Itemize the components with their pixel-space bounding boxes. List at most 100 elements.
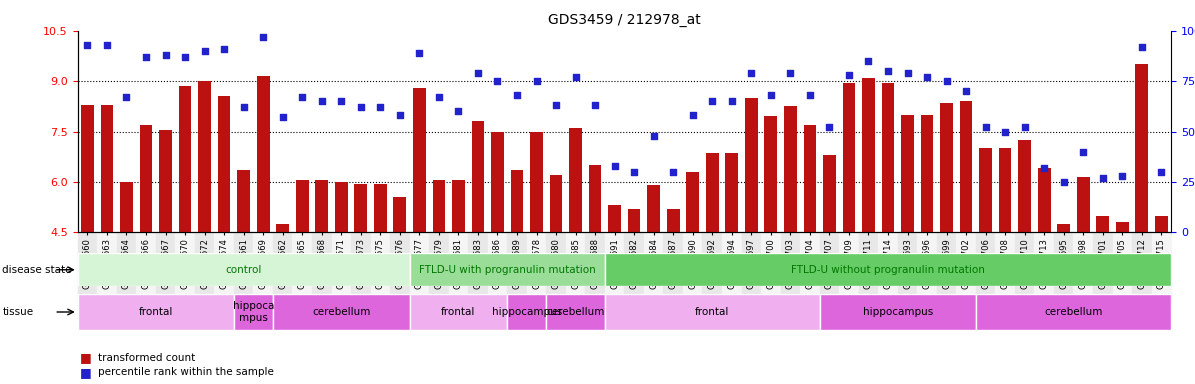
Bar (433, 180, 446, 232)
Bar (801, 232, 820, 303)
Bar (784, 106, 797, 232)
Bar (725, 153, 739, 232)
Text: hippocampus: hippocampus (491, 307, 562, 317)
Point (546, 102, 565, 108)
Bar (703, 232, 722, 303)
Bar (979, 148, 992, 232)
Bar (491, 131, 504, 232)
Point (761, 92, 780, 98)
Text: FTLD-U with progranulin mutation: FTLD-U with progranulin mutation (419, 265, 595, 275)
Point (370, 104, 390, 111)
Point (1152, 169, 1171, 175)
Bar (823, 155, 835, 232)
Bar (140, 125, 152, 232)
Point (429, 94, 448, 100)
Point (995, 128, 1015, 135)
Bar (1113, 232, 1132, 303)
Bar (488, 232, 507, 303)
Point (859, 58, 878, 64)
Text: frontal: frontal (441, 307, 476, 317)
Point (176, 54, 195, 60)
Bar (472, 121, 484, 232)
Bar (820, 294, 976, 330)
Text: cerebellum: cerebellum (1044, 307, 1103, 317)
Bar (176, 232, 195, 303)
Point (293, 94, 312, 100)
Bar (999, 148, 1011, 232)
Bar (1077, 177, 1090, 232)
Point (215, 46, 234, 52)
Point (1035, 165, 1054, 171)
Bar (722, 232, 742, 303)
Bar (335, 182, 348, 232)
Bar (531, 131, 543, 232)
Point (391, 112, 410, 118)
Bar (1093, 232, 1113, 303)
Bar (859, 232, 878, 303)
Point (527, 78, 546, 84)
Bar (413, 88, 425, 232)
Point (801, 92, 820, 98)
Bar (1116, 222, 1128, 232)
Bar (605, 294, 820, 330)
Bar (155, 232, 176, 303)
Bar (878, 232, 897, 303)
Bar (390, 232, 410, 303)
Bar (663, 232, 684, 303)
Point (918, 74, 937, 80)
Bar (510, 170, 523, 232)
Bar (546, 294, 605, 330)
Bar (976, 294, 1171, 330)
Bar (627, 209, 641, 232)
Bar (217, 96, 231, 232)
Bar (565, 232, 586, 303)
Bar (527, 232, 546, 303)
Point (410, 50, 429, 56)
Point (1113, 173, 1132, 179)
Bar (976, 232, 995, 303)
Bar (820, 232, 839, 303)
Point (234, 104, 253, 111)
Point (449, 108, 468, 114)
Point (468, 70, 488, 76)
Bar (195, 232, 214, 303)
Bar (761, 232, 780, 303)
Point (976, 124, 995, 131)
Bar (117, 232, 136, 303)
Bar (429, 232, 448, 303)
Point (956, 88, 975, 94)
Bar (589, 165, 601, 232)
Bar (78, 294, 234, 330)
Point (1054, 179, 1073, 185)
Text: percentile rank within the sample: percentile rank within the sample (98, 367, 274, 377)
Bar (468, 232, 488, 303)
Point (722, 98, 741, 104)
Bar (803, 125, 816, 232)
Bar (136, 232, 155, 303)
Bar (374, 184, 387, 232)
Bar (296, 180, 308, 232)
Bar (121, 182, 133, 232)
Bar (901, 115, 914, 232)
Bar (550, 175, 563, 232)
Bar (507, 294, 546, 330)
Bar (257, 76, 270, 232)
Bar (624, 232, 644, 303)
Point (586, 102, 605, 108)
Point (684, 112, 703, 118)
Bar (684, 232, 703, 303)
Point (566, 74, 586, 80)
Bar (315, 180, 329, 232)
Bar (1156, 215, 1168, 232)
Bar (605, 232, 624, 303)
Bar (608, 205, 621, 232)
Bar (393, 197, 406, 232)
Bar (1035, 232, 1054, 303)
Bar (862, 78, 875, 232)
Bar (312, 232, 331, 303)
Bar (159, 130, 172, 232)
Bar (842, 83, 856, 232)
Bar (448, 232, 468, 303)
Bar (1097, 215, 1109, 232)
Bar (100, 104, 114, 232)
